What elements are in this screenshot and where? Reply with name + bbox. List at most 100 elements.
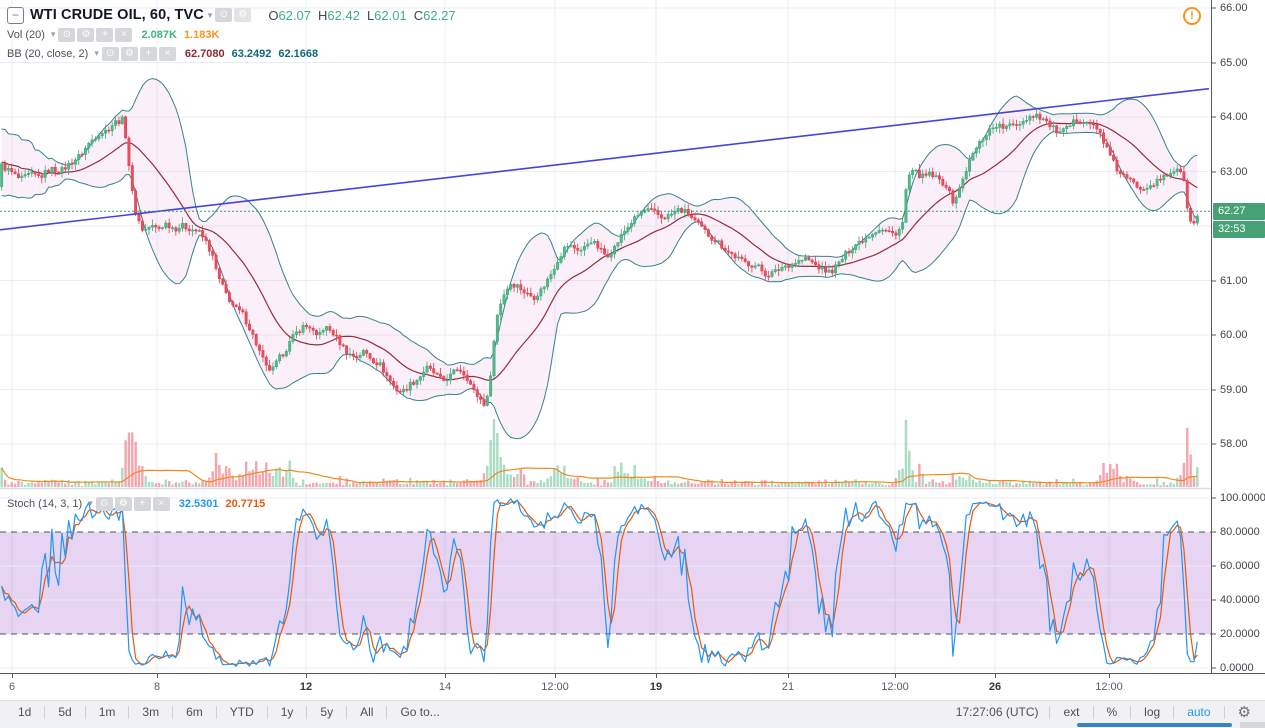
indicator-row-stochastic: Stoch (14, 3, 1) ▾ ⊙ ⚙ + × 32.5301 20.7715 [7,494,265,513]
stoch-tick-mark [1212,497,1216,499]
range-button-3m[interactable]: 3m [142,705,160,719]
close-icon: × [121,28,127,40]
price-tick-mark [1212,116,1216,118]
chevron-down-icon[interactable]: ▾ [207,9,213,20]
volume-ma-line [1,467,1198,484]
add-indicator-button[interactable]: + [96,27,114,42]
log-scale-toggle[interactable]: log [1144,705,1161,719]
ohlc-letter: H [318,7,328,23]
time-tick-label: 12 [299,681,313,693]
range-button-1m[interactable]: 1m [98,705,116,719]
remove-indicator-button[interactable]: × [152,496,170,511]
toolbar-gear-icon[interactable]: ⚙ [1237,704,1251,721]
price-tick-mark [1212,443,1216,445]
remove-indicator-button[interactable]: × [115,27,133,42]
chevron-down-icon[interactable]: ▾ [94,48,99,58]
chevron-down-icon[interactable]: ▾ [50,29,56,39]
indicator-value: 20.7715 [225,497,266,510]
candlestick-series [0,109,1199,408]
symbol-title[interactable]: WTI CRUDE OIL, 60, TVC [30,7,204,23]
hide-indicator-button[interactable]: ⊙ [58,27,76,42]
stochastic-lines [1,498,1198,667]
stoch-tick-label: 0.0000 [1220,662,1254,674]
price-tick-mark [1212,7,1216,9]
alert-warning-icon[interactable]: ! [1183,7,1201,25]
range-button-1d[interactable]: 1d [18,705,32,719]
add-indicator-button[interactable]: + [139,46,157,61]
last-price-badge: 62.27 [1213,202,1265,220]
stoch-pane-legend: Stoch (14, 3, 1) ▾ ⊙ ⚙ + × 32.5301 20.7715 [7,494,265,513]
price-tick-label: 66.00 [1220,2,1248,14]
time-tick-label: 12:00 [541,681,569,693]
toolbar-divider [266,705,268,719]
percent-scale-toggle[interactable]: % [1106,705,1118,719]
price-tick-mark [1212,389,1216,390]
stoch-tick-label: 20.0000 [1220,628,1260,640]
stoch-tick-mark [1212,599,1216,601]
close-icon: × [164,47,171,59]
indicator-value: 62.1668 [278,47,319,60]
bar-countdown-badge: 32:53 [1213,220,1265,238]
ohlc-values: O62.07 H62.42 L62.01 C62.27 [261,8,455,23]
extended-hours-toggle[interactable]: ext [1063,705,1080,719]
eye-icon: ⊙ [100,497,109,509]
toolbar-divider [306,705,308,719]
symbol-settings-button[interactable]: ⚙ [234,8,252,22]
scrollbar-thumb[interactable] [1077,723,1232,727]
indicator-value: 62.7080 [184,47,225,60]
hide-symbol-button[interactable]: ⊙ [215,8,233,22]
toolbar-divider [128,705,130,719]
auto-scale-toggle[interactable]: auto [1187,705,1211,719]
range-button-all[interactable]: All [360,705,374,719]
price-tick-mark [1212,62,1216,63]
stoch-tick-label: 80.0000 [1220,526,1260,538]
time-tick-mark [12,674,13,678]
time-tick-mark [895,674,896,678]
chart-plot-area[interactable] [0,0,1211,673]
price-axis[interactable]: 62.27 32:53 66.00 65.00 64.00 63.00 61.00 60.… [1211,0,1265,674]
goto-button[interactable]: Go to... [400,705,440,719]
eye-icon: ⊙ [219,9,229,20]
stoch-k-line [1,498,1198,667]
clock-label[interactable]: 17:27:06 (UTC) [955,705,1039,719]
price-tick-mark [1212,280,1216,281]
collapse-pane-icon[interactable]: − [7,6,24,24]
bottom-toolbar: 1d 5d 1m 3m 6m YTD 1y 5y All Go to... 17:27:06 (U… [0,700,1265,723]
add-indicator-button[interactable]: + [133,496,151,511]
indicator-label: Vol (20) [7,28,45,41]
scrollbar-corner [1240,722,1265,728]
range-button-5d[interactable]: 5d [58,705,72,719]
range-button-ytd[interactable]: YTD [229,705,254,719]
trend-line[interactable] [0,87,1210,231]
time-tick-mark [445,674,446,678]
bollinger-bands [1,78,1198,440]
time-tick-mark [788,674,789,678]
time-tick-label: 14 [438,681,452,693]
chevron-down-icon[interactable]: ▾ [88,498,93,508]
time-axis[interactable]: 6 8 12 14 12:00 19 21 12:00 26 12:00 [0,673,1265,701]
toolbar-divider [1173,705,1175,719]
gear-icon: ⚙ [238,9,248,20]
main-chart-legend: − WTI CRUDE OIL, 60, TVC ▾ ⊙ ⚙ O62.07 H62… [7,5,456,63]
ohlc-letter: C [413,7,424,23]
stoch-tick-mark [1212,565,1216,567]
price-tick-mark [1212,334,1216,336]
time-tick-mark [1109,674,1110,678]
indicator-settings-button[interactable]: ⚙ [77,27,95,42]
indicator-value: 63.2492 [231,47,272,60]
hide-indicator-button[interactable]: ⊙ [95,496,113,511]
stoch-tick-label: 40.0000 [1220,594,1260,606]
range-button-1y[interactable]: 1y [280,705,294,719]
plus-icon: + [139,497,146,509]
range-button-6m[interactable]: 6m [186,705,203,719]
time-tick-mark [656,674,657,678]
indicator-settings-button[interactable]: ⚙ [114,496,132,511]
hide-indicator-button[interactable]: ⊙ [101,46,119,61]
ohlc-value: 62.42 [327,7,360,23]
time-tick-label: 21 [781,681,795,693]
indicator-row-volume: Vol (20) ▾ ⊙ ⚙ + × 2.087K 1.183K [7,25,456,44]
indicator-settings-button[interactable]: ⚙ [120,46,138,61]
remove-indicator-button[interactable]: × [158,46,176,61]
ohlc-value: 62.27 [423,7,456,23]
range-button-5y[interactable]: 5y [320,705,334,719]
